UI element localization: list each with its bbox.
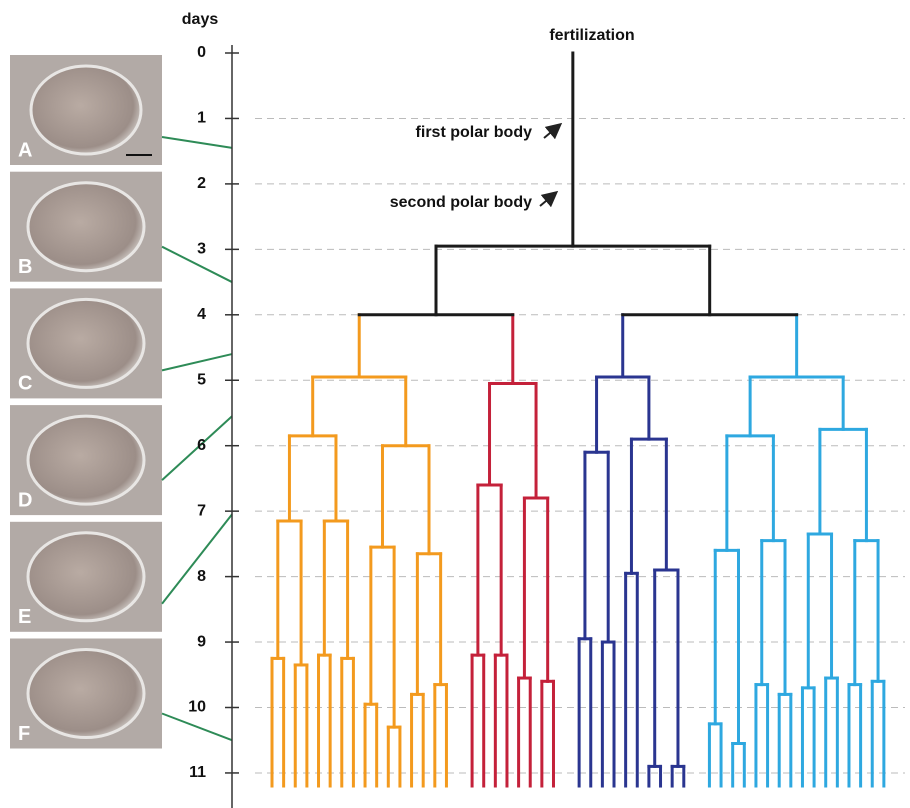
tick-label: 5 [197,371,206,388]
polar-arrow [543,122,563,140]
tick-label: 8 [197,568,206,585]
panel-letter: A [18,139,32,161]
embryo [26,531,146,623]
stage-connector [161,136,233,149]
tick-label: 1 [197,110,206,127]
tick-label: 6 [197,437,206,454]
stage-connector [161,353,233,372]
stage-connector [161,415,233,481]
polar-arrow [539,190,559,208]
tick-label: 0 [197,44,206,61]
tick-label: 7 [197,502,206,519]
embryo [29,64,143,156]
embryo [26,297,146,389]
fertilization-label: fertilization [549,27,634,44]
tick-label: 10 [188,699,206,716]
stage-connector [161,712,233,742]
axis: days 0 1 2 3 4 5 6 7 8 9 10 11 [182,11,239,808]
tick-label: 9 [197,633,206,650]
embryo [26,414,146,506]
embryo [26,648,146,739]
tick-label: 4 [197,306,206,323]
stage-connector [161,513,233,605]
tick-label: 3 [197,241,206,258]
panel-letter: C [18,373,32,395]
panel-letter: E [18,606,31,628]
tick-label: 11 [189,764,206,781]
panel-letter: D [18,489,32,511]
tick-label: 2 [197,175,206,192]
photo-panels: A B C D E F [10,55,233,749]
lineage-tree [270,51,886,788]
stage-connector [161,245,233,283]
panel-letter: B [18,256,32,278]
panel-letter: F [18,723,30,745]
axis-label: days [182,11,219,28]
embryo [26,181,146,273]
annotation: first polar body [416,124,533,141]
annotation: second polar body [390,194,532,211]
